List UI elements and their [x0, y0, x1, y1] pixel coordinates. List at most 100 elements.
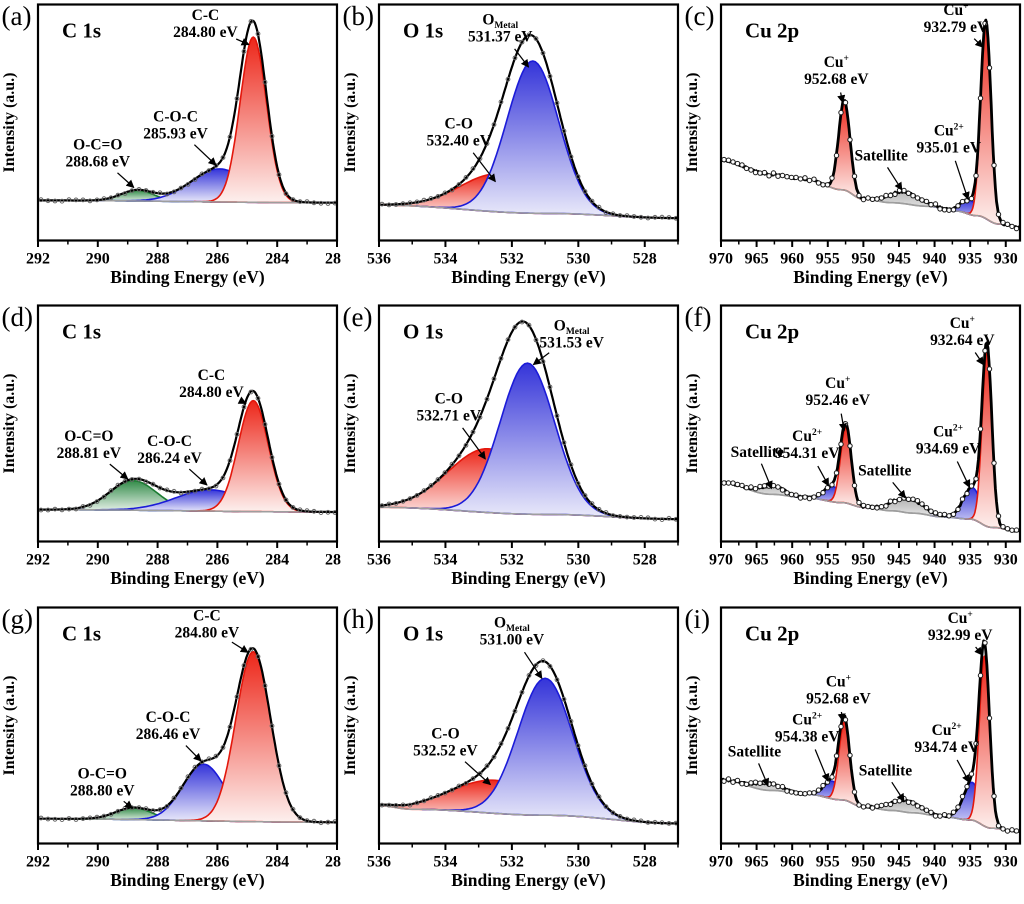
data-point — [456, 182, 462, 187]
data-point — [878, 802, 884, 808]
data-point — [603, 803, 609, 809]
peak-annotation-name: O-C=O — [73, 137, 122, 154]
data-point — [610, 513, 616, 519]
data-point — [463, 780, 469, 786]
peak-annotation-value: 284.80 eV — [179, 384, 244, 401]
data-point — [533, 36, 539, 41]
x-tick-label: 930 — [993, 853, 1017, 870]
data-point — [129, 477, 135, 483]
x-tick-label: 536 — [367, 552, 391, 569]
data-point — [842, 99, 848, 106]
data-point — [94, 197, 100, 203]
data-point — [968, 195, 974, 202]
spectrum-plot-h: 536 534 532 530 528 Binding Energy (eV) Intens… — [342, 604, 680, 890]
spectrum-title: C 1s — [62, 18, 101, 42]
panel-tag: (a) — [1, 1, 31, 31]
x-tick-label: 282 — [325, 552, 341, 569]
data-point — [491, 376, 497, 382]
data-point — [909, 496, 916, 503]
data-point — [851, 788, 857, 795]
y-axis-label: Intensity (a.u.) — [684, 73, 701, 173]
x-tick-label: 960 — [780, 853, 804, 870]
data-point — [729, 159, 736, 165]
data-point — [624, 213, 630, 218]
spectrum-title: Cu 2p — [745, 621, 799, 645]
peak-annotation-name: Cu+ — [825, 673, 850, 690]
x-tick-label: 286 — [205, 552, 229, 569]
peak-annotation-name: C-C — [192, 7, 220, 24]
data-point — [720, 156, 727, 163]
peak-annotation-value: 532.40 eV — [427, 132, 492, 149]
data-point — [129, 188, 135, 193]
data-point — [73, 197, 79, 203]
data-point — [603, 210, 609, 215]
data-point — [743, 781, 749, 787]
data-point — [995, 513, 1001, 520]
data-point — [414, 800, 420, 805]
data-point — [1013, 225, 1019, 232]
data-point — [779, 487, 785, 494]
x-tick-label: 945 — [887, 552, 911, 569]
data-point — [855, 192, 862, 199]
data-point — [900, 187, 907, 194]
peak-annotation-value: 952.68 eV — [804, 71, 869, 88]
data-point — [734, 777, 740, 783]
data-point — [891, 191, 898, 197]
data-point — [972, 172, 979, 179]
data-point — [927, 508, 934, 515]
data-point — [171, 489, 177, 495]
data-point — [554, 100, 560, 106]
data-point — [788, 492, 794, 498]
data-point — [851, 483, 857, 489]
data-point — [498, 356, 504, 362]
data-point — [561, 696, 567, 702]
data-point — [882, 503, 889, 510]
data-point — [136, 477, 142, 482]
data-point — [164, 191, 170, 197]
data-point — [428, 483, 434, 489]
data-point — [720, 778, 727, 784]
data-point — [779, 172, 785, 179]
data-point — [1004, 221, 1010, 227]
data-point — [638, 515, 644, 521]
data-point — [659, 214, 665, 220]
data-point — [554, 413, 560, 419]
data-point — [968, 770, 974, 777]
data-point — [1013, 827, 1019, 834]
x-tick-label: 965 — [744, 552, 768, 569]
y-axis-label: Intensity (a.u.) — [342, 374, 359, 474]
x-tick-label: 960 — [780, 552, 804, 569]
annotation-arrow — [760, 463, 773, 490]
data-point — [442, 190, 448, 196]
data-point — [729, 779, 736, 785]
data-point — [45, 507, 51, 513]
peak-annotation-value: 284.80 eV — [175, 624, 240, 641]
data-point — [860, 803, 866, 810]
data-point — [318, 510, 324, 516]
peak-annotation-name: C-C — [198, 367, 226, 384]
data-point — [400, 802, 406, 807]
data-point — [157, 806, 163, 812]
x-axis-label: Binding Energy (eV) — [452, 568, 607, 588]
x-axis-label: Binding Energy (eV) — [452, 870, 607, 890]
data-point — [981, 639, 988, 646]
x-tick-label: 935 — [958, 552, 982, 569]
data-point — [734, 482, 740, 488]
data-point — [428, 196, 434, 201]
data-point — [909, 799, 916, 806]
data-point — [828, 482, 835, 488]
data-point — [882, 801, 889, 807]
data-point — [115, 483, 121, 488]
data-point — [873, 196, 880, 202]
peak-annotation-value: 932.64 eV — [930, 332, 995, 349]
data-point — [122, 191, 128, 196]
data-point — [729, 480, 736, 487]
data-point — [234, 432, 240, 438]
data-point — [547, 73, 553, 79]
data-point — [747, 484, 754, 491]
annotation-arrow — [533, 352, 550, 366]
data-point — [255, 653, 261, 659]
peak-annotation-name: C-O — [435, 391, 463, 408]
data-point — [819, 490, 826, 496]
data-point — [986, 65, 992, 71]
